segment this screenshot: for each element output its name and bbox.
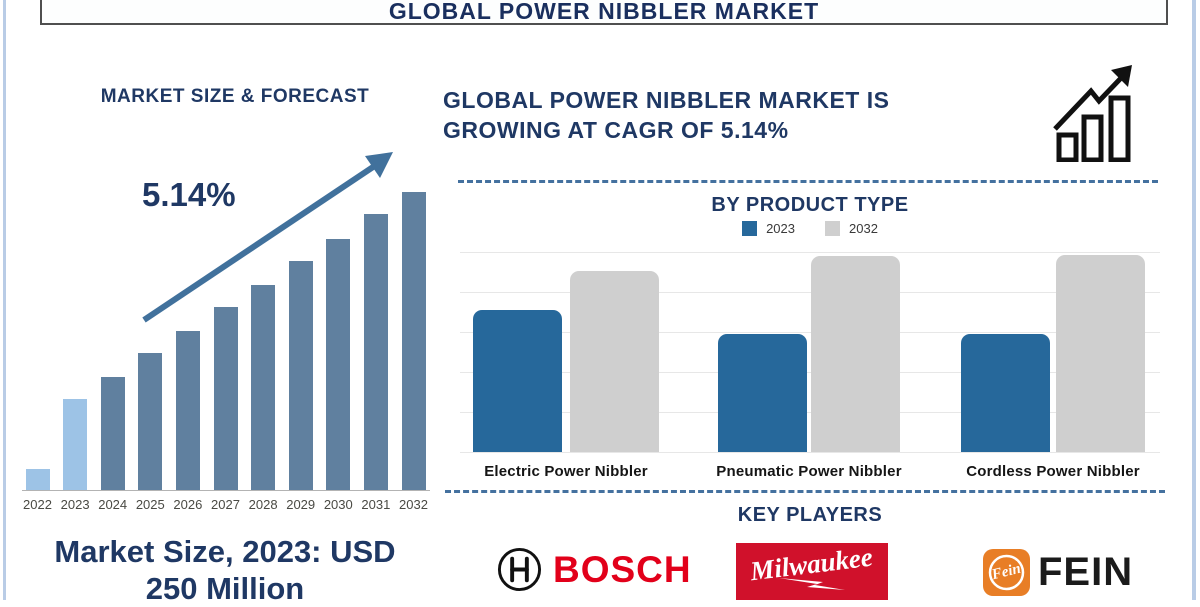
by-product-type-title: BY PRODUCT TYPE: [711, 194, 909, 216]
fein-logo: Fein FEIN: [983, 549, 1133, 596]
market-bar-2023: [63, 399, 88, 490]
milwaukee-logo: Milwaukee: [736, 543, 888, 600]
product-bar-2023-electric-power-nibbler: [473, 310, 562, 452]
gridline: [460, 452, 1160, 453]
growth-chart-icon: [1053, 65, 1132, 162]
page-border-right: [1192, 0, 1196, 600]
product-bar-2032-cordless-power-nibbler: [1056, 255, 1145, 452]
market-bar-2024: [100, 377, 125, 490]
dashed-divider-top: [458, 180, 1158, 183]
gridline: [460, 412, 1160, 413]
year-label-2030: 2030: [323, 497, 353, 512]
product-bar-2032-electric-power-nibbler: [570, 271, 659, 452]
fein-badge-icon: Fein: [983, 549, 1030, 596]
gridline: [460, 252, 1160, 253]
bosch-wordmark: BOSCH: [553, 548, 692, 590]
year-label-2026: 2026: [173, 497, 203, 512]
dashed-divider-bottom: [445, 490, 1165, 493]
legend-swatch-2023: [742, 221, 758, 236]
legend-item-2023: 2023: [742, 221, 795, 236]
market-bar-2022: [25, 469, 50, 490]
market-bar-2031: [363, 214, 388, 490]
gridline: [460, 332, 1160, 333]
x-axis-year-labels: 2022 2023 2024 2025 2026 2027 2028 2029 2030 2031…: [20, 497, 440, 513]
key-players-title: KEY PLAYERS: [737, 504, 883, 526]
market-bar-2029: [288, 261, 313, 490]
year-label-2028: 2028: [248, 497, 278, 512]
category-label-cordless: Cordless Power Nibbler: [966, 463, 1140, 480]
market-bar-2027: [213, 307, 238, 490]
growth-headline: GLOBAL POWER NIBBLER MARKET IS GROWING A…: [443, 87, 890, 143]
page-title: GLOBAL POWER NIBBLER MARKET: [388, 0, 820, 24]
year-label-2027: 2027: [211, 497, 240, 512]
gridline: [460, 292, 1160, 293]
year-label-2025: 2025: [135, 497, 165, 512]
market-bar-2028: [251, 285, 276, 490]
product-bar-2023-pneumatic-power-nibbler: [718, 334, 807, 452]
product-bar-2023-cordless-power-nibbler: [961, 334, 1050, 452]
market-bar-2032: [401, 192, 426, 490]
cagr-value-label: 5.14%: [142, 176, 236, 213]
legend-swatch-2032: [825, 221, 840, 236]
market-bar-2030: [326, 239, 351, 490]
product-bar-2032-pneumatic-power-nibbler: [811, 256, 900, 452]
year-label-2029: 2029: [286, 497, 316, 512]
bosch-armature-icon: [497, 547, 542, 592]
product-category-labels: Electric Power Nibbler Pneumatic Power N…: [460, 463, 1160, 483]
year-label-2031: 2031: [361, 497, 391, 512]
market-bar-2026: [175, 331, 200, 490]
year-label-2023: 2023: [60, 497, 90, 512]
category-label-pneumatic: Pneumatic Power Nibbler: [716, 463, 902, 480]
market-size-forecast-title: MARKET SIZE & FORECAST: [100, 86, 370, 107]
fein-wordmark: FEIN: [1038, 550, 1134, 594]
bosch-logo: BOSCH: [496, 546, 692, 593]
gridline: [460, 372, 1160, 373]
page-border-left: [3, 0, 6, 600]
market-bar-2025: [138, 353, 163, 490]
year-label-2022: 2022: [23, 497, 52, 512]
product-chart-legend: 2023 2032: [460, 221, 1160, 236]
legend-item-2032: 2032: [825, 221, 878, 236]
market-size-note: Market Size, 2023: USD 250 Million: [54, 534, 396, 606]
category-label-electric: Electric Power Nibbler: [484, 463, 648, 480]
legend-label-2023: 2023: [766, 221, 795, 236]
market-size-bar-chart: [20, 140, 430, 490]
main-title-box: GLOBAL POWER NIBBLER MARKET: [40, 0, 1168, 25]
trend-arrow-icon: [142, 152, 393, 323]
product-type-bar-chart: [460, 252, 1160, 453]
year-label-2024: 2024: [98, 497, 128, 512]
x-axis-line: [22, 490, 430, 491]
legend-label-2032: 2032: [849, 221, 878, 236]
year-label-2032: 2032: [399, 497, 428, 512]
